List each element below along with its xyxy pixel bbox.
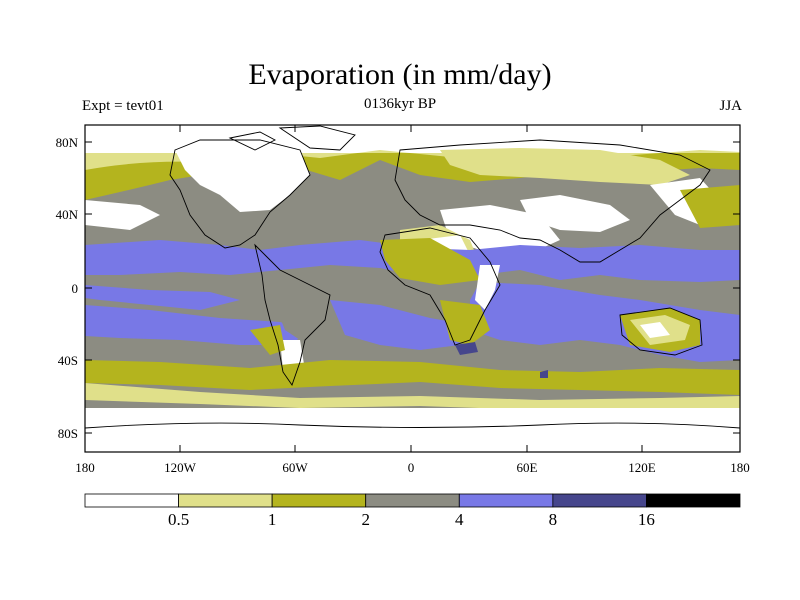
lat-label-0: 0	[72, 281, 79, 296]
lon-label-60w: 60W	[282, 460, 308, 475]
colorbar-label: 8	[549, 510, 558, 529]
colorbar-swatch	[552, 493, 647, 508]
period-label: 0136kyr BP	[363, 96, 437, 112]
chart-title: Evaporation (in mm/day)	[248, 58, 552, 91]
lon-label-120w: 120W	[164, 460, 197, 475]
colorbar-swatch	[271, 493, 367, 508]
colorbar-label: 4	[455, 510, 464, 529]
lat-label-80s: 80S	[58, 426, 78, 441]
colorbar-label: 16	[638, 510, 655, 529]
lon-ticks	[84, 125, 741, 452]
lon-label-60e: 60E	[517, 460, 538, 475]
lon-label-0: 0	[408, 460, 415, 475]
colorbar-swatch	[178, 493, 273, 508]
colorbar-swatch	[365, 493, 460, 508]
colorbar-label: 2	[361, 510, 370, 529]
colorbar-label: 1	[268, 510, 277, 529]
lat-label-80n: 80N	[56, 135, 79, 150]
lon-label-180w: 180	[75, 460, 95, 475]
colorbar-swatch	[646, 493, 741, 508]
lon-label-120e: 120E	[628, 460, 656, 475]
colorbar-swatch	[84, 493, 179, 508]
lon-label-180e: 180	[730, 460, 750, 475]
contour-fields	[85, 125, 740, 452]
experiment-label: Expt = tevt01	[82, 98, 164, 114]
colorbar-swatch	[458, 493, 554, 508]
lat-label-40n: 40N	[56, 207, 79, 222]
season-label: JJA	[719, 98, 742, 114]
colorbar-label: 0.5	[168, 510, 189, 529]
colorbar: 0.5 1 2 4 8 16	[84, 493, 741, 529]
coastlines	[85, 125, 740, 429]
lat-label-40s: 40S	[58, 353, 78, 368]
lat-ticks	[85, 141, 740, 434]
